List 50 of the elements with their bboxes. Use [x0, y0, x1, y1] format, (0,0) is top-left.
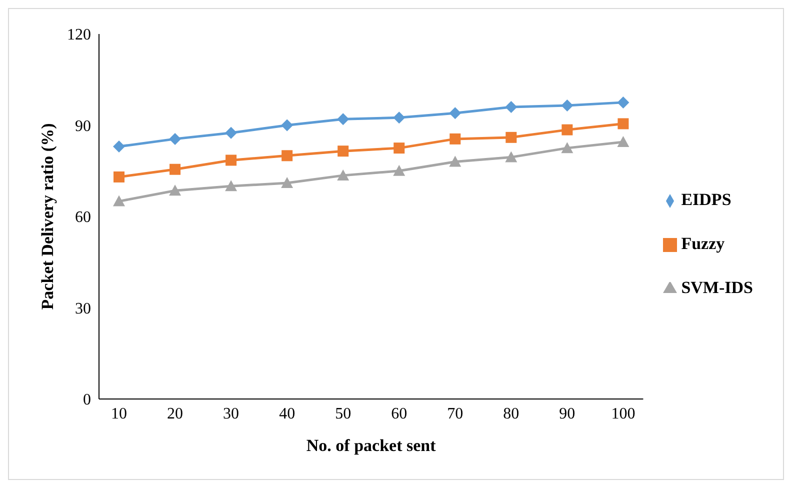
- point: [505, 101, 518, 113]
- legend-label: SVM-IDS: [681, 278, 753, 297]
- point: [113, 195, 125, 206]
- point: [169, 184, 182, 196]
- point: [506, 132, 517, 143]
- y-tick-label: 120: [67, 26, 91, 44]
- point: [618, 118, 629, 130]
- legend-label: EIDPS: [681, 190, 732, 209]
- point: [226, 154, 237, 166]
- x-tick-label: 80: [503, 405, 520, 422]
- point: [562, 124, 573, 136]
- y-tick-label: 90: [75, 118, 91, 135]
- x-tick-label: 50: [335, 405, 352, 422]
- point: [337, 113, 350, 126]
- y-tick-label: 60: [75, 209, 91, 226]
- point: [617, 136, 630, 147]
- x-tick-label: 30: [223, 405, 240, 422]
- point: [505, 151, 518, 162]
- point: [561, 142, 574, 154]
- y-tick-label: 0: [83, 392, 91, 409]
- point: [113, 140, 125, 153]
- point: [450, 133, 461, 144]
- point: [281, 177, 294, 188]
- point: [394, 142, 405, 154]
- point: [617, 96, 630, 108]
- x-tick-label: 20: [167, 405, 184, 422]
- point: [561, 99, 574, 112]
- x-tick-label: 100: [611, 405, 636, 422]
- point: [114, 171, 124, 182]
- x-tick-label: 10: [111, 405, 127, 422]
- point: [281, 119, 294, 132]
- point: [170, 164, 181, 175]
- point: [169, 132, 182, 145]
- y-tick-label: 30: [75, 300, 91, 318]
- point: [449, 107, 462, 120]
- point: [449, 156, 462, 167]
- point: [338, 146, 349, 157]
- x-tick-label: 40: [279, 405, 296, 422]
- x-tick-label: 70: [447, 405, 464, 422]
- point: [337, 169, 350, 180]
- point: [282, 150, 293, 162]
- x-tick-label: 90: [559, 405, 576, 422]
- point: [225, 126, 238, 139]
- point: [225, 180, 238, 192]
- x-tick-label: 60: [391, 405, 408, 422]
- legend-label: Fuzzy: [681, 234, 725, 253]
- point: [393, 112, 406, 124]
- y-axis-title: Packet Delivery ratio (%): [38, 123, 58, 310]
- x-axis-title: No. of packet sent: [306, 436, 436, 455]
- point: [393, 164, 406, 176]
